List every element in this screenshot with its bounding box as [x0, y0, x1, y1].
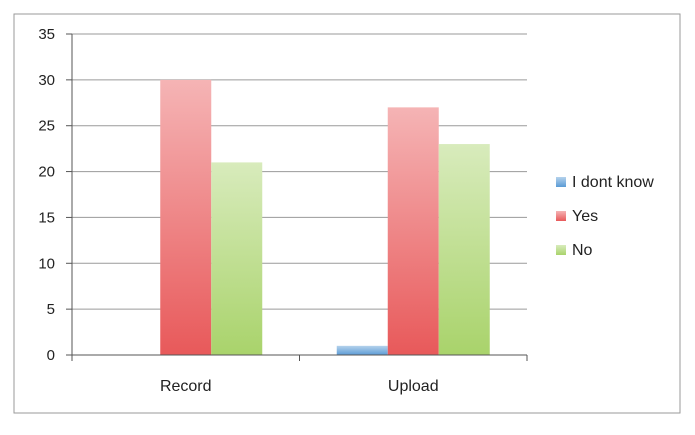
- y-tick-label: 0: [47, 347, 55, 364]
- y-tick-label: 35: [38, 26, 55, 43]
- y-tick-label: 30: [38, 72, 55, 89]
- y-tick-label: 25: [38, 118, 55, 135]
- legend-label: I dont know: [572, 174, 654, 191]
- axes: 0 5 10 15 20 25 30 35 Record Upload: [38, 26, 528, 395]
- y-tick-label: 5: [47, 301, 55, 318]
- bar-i-dont-know-upload: [336, 345, 388, 355]
- bar-no-upload: [438, 144, 490, 355]
- bar-yes-record: [160, 79, 212, 355]
- legend-swatch: [556, 177, 566, 187]
- x-category-label: Upload: [388, 378, 439, 395]
- legend-swatch: [556, 211, 566, 221]
- x-category-label: Record: [160, 378, 212, 395]
- y-tick-label: 15: [38, 209, 55, 226]
- y-tick-label: 10: [38, 255, 55, 272]
- bar-no-record: [211, 162, 263, 355]
- legend-label: No: [572, 242, 593, 259]
- y-tick-label: 20: [38, 164, 55, 181]
- legend-swatch: [556, 245, 566, 255]
- legend-label: Yes: [572, 208, 598, 225]
- bar-yes-upload: [387, 107, 439, 355]
- bars: [160, 79, 490, 355]
- legend: I dont know Yes No: [556, 174, 654, 259]
